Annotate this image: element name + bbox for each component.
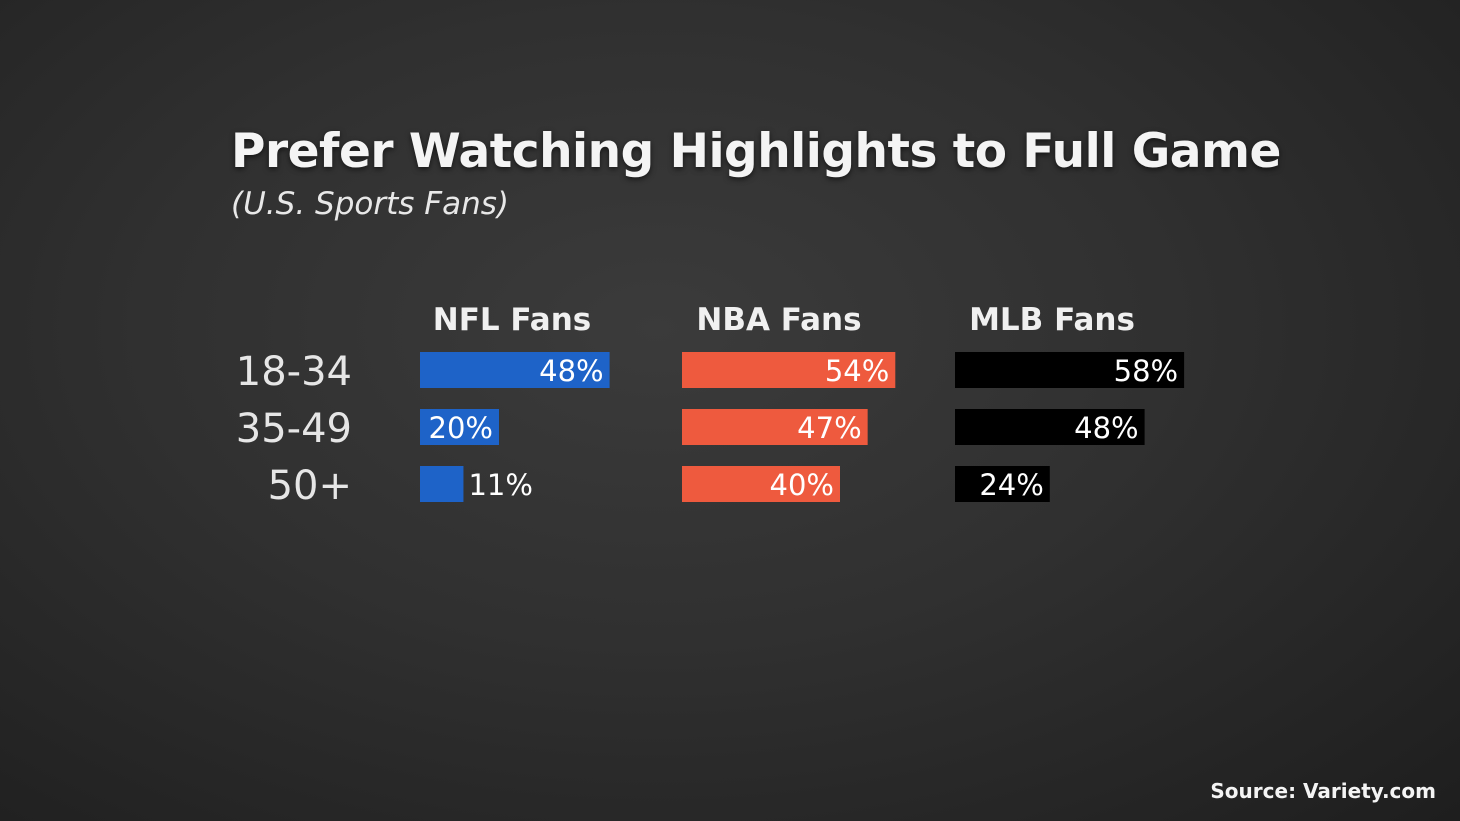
bar bbox=[955, 466, 1050, 502]
chart-subtitle: (U.S. Sports Fans) bbox=[231, 186, 509, 222]
bar bbox=[682, 352, 896, 388]
data-label: 47% bbox=[797, 411, 861, 445]
data-label: 11% bbox=[468, 468, 532, 502]
bar bbox=[955, 409, 1145, 445]
bar bbox=[682, 409, 868, 445]
chart-title: Prefer Watching Highlights to Full Game bbox=[231, 124, 1281, 179]
bar bbox=[420, 466, 464, 502]
bar bbox=[955, 352, 1185, 388]
data-label: 40% bbox=[770, 468, 834, 502]
data-label: 58% bbox=[1114, 354, 1178, 388]
data-label: 48% bbox=[1074, 411, 1138, 445]
bar bbox=[420, 409, 499, 445]
series-header: NFL Fans bbox=[433, 302, 591, 338]
category-label: 35-49 bbox=[236, 406, 352, 452]
source-credit: Source: Variety.com bbox=[1210, 779, 1436, 803]
data-label: 20% bbox=[429, 411, 493, 445]
series-header: MLB Fans bbox=[969, 302, 1135, 338]
data-label: 54% bbox=[825, 354, 889, 388]
bar bbox=[420, 352, 610, 388]
data-label: 48% bbox=[539, 354, 603, 388]
category-label: 18-34 bbox=[236, 349, 352, 395]
bar bbox=[682, 466, 840, 502]
category-label: 50+ bbox=[268, 463, 352, 509]
series-header: NBA Fans bbox=[696, 302, 861, 338]
data-label: 24% bbox=[979, 468, 1043, 502]
